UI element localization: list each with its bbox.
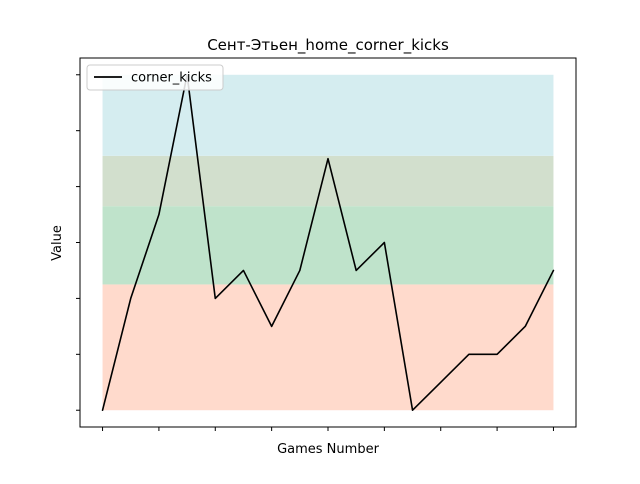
y-axis-ticks [76,75,80,410]
x-axis-ticks [103,427,554,431]
background-band-1 [103,284,554,410]
legend-label-corner-kicks: corner_kicks [131,71,212,86]
x-axis-label: Games Number [277,442,379,457]
background-bands [103,75,554,410]
chart-title: Сент-Этьен_home_corner_kicks [207,36,449,55]
legend: corner_kicks [87,65,223,90]
background-band-3 [103,156,554,206]
background-band-2 [103,206,554,284]
y-axis-label: Value [50,225,65,261]
